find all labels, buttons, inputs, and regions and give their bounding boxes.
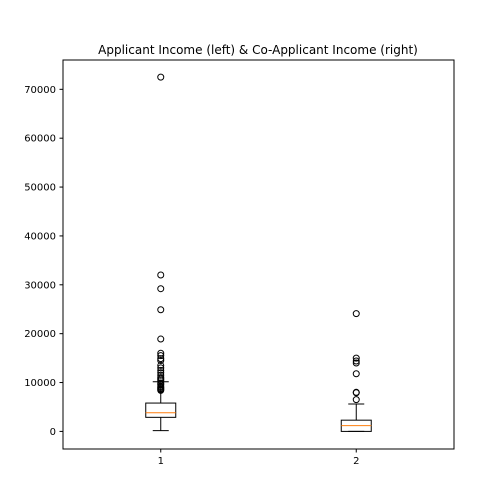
box-group [145,73,177,432]
outlier-point [157,73,165,81]
outlier-point [352,359,360,367]
iqr-box [145,402,177,418]
y-tick-label: 70000 [24,85,56,96]
outlier-point [352,357,360,365]
outlier-point [157,369,165,377]
outlier-point [157,271,165,279]
outlier-point [352,310,360,318]
outlier-point [157,379,165,387]
plot-area-frame [62,59,455,450]
outlier-point [157,366,165,374]
y-axis: 0 10000 20000 30000 40000 50000 60000 70000 [24,85,63,438]
outlier-point [157,361,165,369]
x-tick-label: 2 [353,456,359,467]
outlier-point [157,306,165,314]
outlier-point [157,357,165,365]
y-tick-label: 30000 [24,280,56,291]
outlier-point [157,371,165,379]
outlier-point [157,335,165,343]
outlier-point [157,364,165,372]
y-tick-label: 50000 [24,183,56,194]
outlier-point [352,354,360,362]
outlier-point [157,349,165,357]
y-tick-label: 40000 [24,231,56,242]
y-tick-label: 60000 [24,134,56,145]
outlier-point [157,355,165,363]
box-group [340,310,372,432]
outlier-point [352,388,360,396]
box-plot-series [145,73,372,432]
y-tick-label: 20000 [24,329,56,340]
outlier-point [352,396,360,404]
chart-title: Applicant Income (left) & Co-Applicant I… [98,43,418,57]
y-tick-label: 10000 [24,378,56,389]
outlier-point [157,352,165,360]
outlier-point [352,370,360,378]
y-tick-label: 0 [50,427,56,438]
outlier-point [157,285,165,293]
x-tick-label: 1 [158,456,164,467]
